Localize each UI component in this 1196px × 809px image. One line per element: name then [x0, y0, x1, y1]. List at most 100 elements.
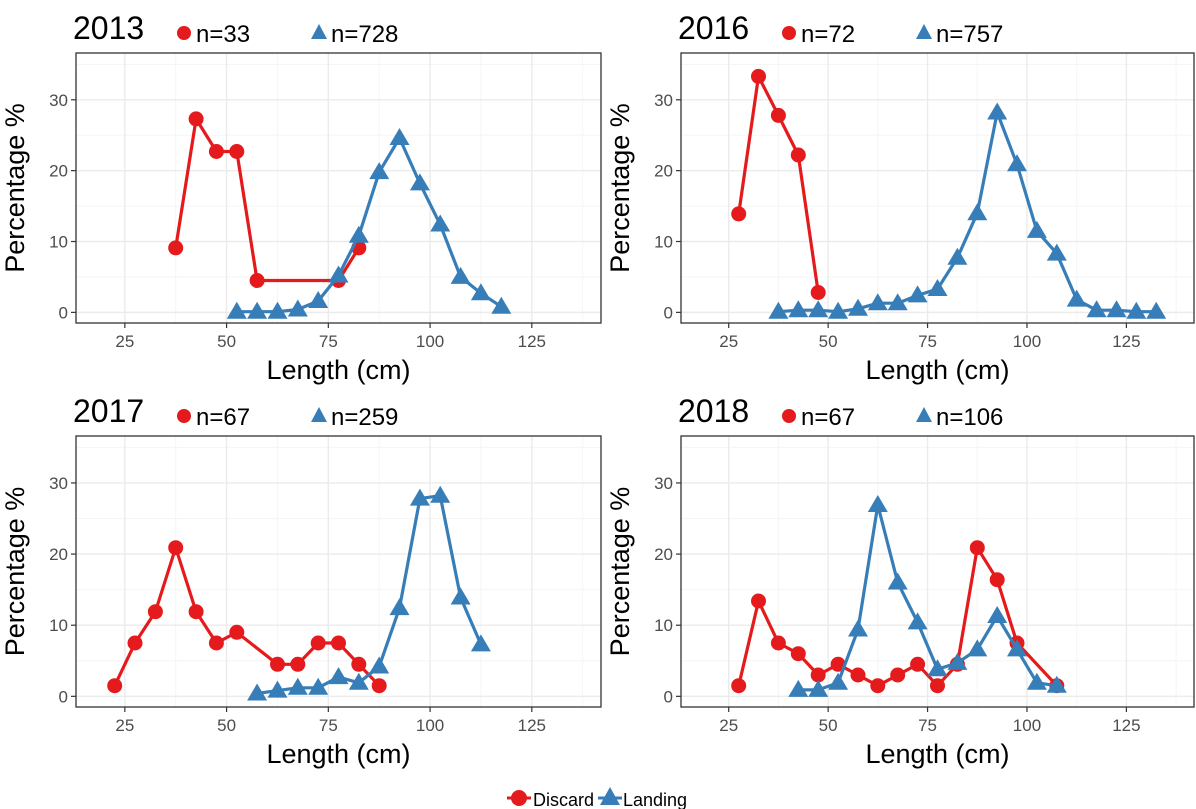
point-discard [910, 656, 926, 672]
point-discard [969, 540, 985, 556]
point-landing [287, 677, 308, 695]
point-landing [389, 598, 410, 616]
series-layer [107, 485, 491, 701]
point-landing [369, 656, 390, 674]
n-marker-landing [916, 407, 932, 422]
point-landing [867, 495, 888, 512]
panel-2016: 25 50 75 100 125 0 10 20 30 Length (cm) Percentage… [605, 10, 1195, 385]
point-landing [808, 300, 829, 318]
tick-label-y: 20 [49, 162, 68, 181]
legend-label-discard: Discard [533, 790, 594, 809]
point-landing [828, 301, 849, 319]
point-landing [247, 683, 268, 701]
panel-2018: 25 50 75 100 125 0 10 20 30 Length (cm) Percentage… [605, 393, 1195, 769]
point-landing [907, 612, 928, 630]
point-landing [1046, 243, 1067, 261]
n-label-discard: n=33 [196, 21, 250, 48]
panel-title: 2018 [678, 393, 749, 429]
series-layer [168, 111, 512, 319]
tick-label-y: 10 [49, 233, 68, 252]
point-discard [168, 540, 184, 556]
point-discard [188, 111, 204, 127]
tick-label-x: 100 [1013, 332, 1041, 351]
point-discard [310, 635, 326, 651]
n-label-landing: n=259 [331, 404, 398, 431]
point-discard [790, 646, 806, 662]
tick-label-y: 20 [49, 545, 68, 564]
point-discard [168, 240, 184, 256]
tick-label-x: 25 [719, 716, 738, 735]
point-landing [788, 679, 809, 697]
tick-label-y: 10 [49, 616, 68, 635]
point-landing [369, 162, 390, 180]
point-landing [470, 283, 491, 301]
point-discard [331, 635, 346, 651]
point-discard [751, 593, 766, 609]
point-discard [751, 68, 766, 84]
point-landing [768, 301, 789, 319]
point-discard [371, 678, 387, 694]
panel-2013: 25 50 75 100 125 0 10 20 30 Length (cm) Percentage… [0, 10, 602, 385]
point-landing [1007, 154, 1027, 172]
point-landing [1066, 289, 1087, 307]
tick-label-y: 30 [49, 91, 68, 110]
point-discard [208, 635, 224, 651]
point-landing [947, 652, 968, 670]
point-landing [1126, 301, 1147, 319]
tick-label-x: 100 [416, 332, 444, 351]
point-landing [491, 296, 512, 314]
n-marker-discard [782, 26, 796, 40]
tick-label-x: 75 [918, 332, 937, 351]
n-marker-discard [177, 409, 191, 423]
panel-title: 2013 [73, 10, 144, 46]
point-discard [208, 144, 224, 159]
point-landing [788, 300, 809, 318]
point-landing [987, 102, 1008, 120]
series-line-landing [798, 503, 1058, 692]
point-landing [848, 619, 868, 637]
tick-label-y: 10 [654, 616, 673, 635]
point-landing [267, 680, 288, 698]
point-discard [870, 678, 886, 694]
tick-label-y: 0 [664, 687, 673, 706]
tick-label-x: 25 [719, 332, 738, 351]
point-discard [351, 656, 367, 672]
point-landing [450, 266, 471, 284]
series-layer [731, 68, 1167, 319]
point-landing [1046, 675, 1067, 693]
point-landing [247, 301, 268, 319]
point-landing [828, 672, 849, 690]
point-landing [967, 639, 988, 657]
panel-title: 2017 [73, 393, 144, 429]
n-label-landing: n=728 [331, 21, 398, 48]
point-landing [348, 672, 369, 690]
tick-label-x: 25 [115, 332, 134, 351]
point-landing [430, 214, 451, 232]
point-discard [830, 656, 846, 672]
plot-border [680, 435, 1195, 708]
x-axis-title: Length (cm) [865, 355, 1009, 385]
point-landing [287, 299, 308, 317]
y-axis-title: Percentage % [605, 103, 635, 273]
point-landing [389, 128, 410, 145]
point-landing [887, 293, 908, 311]
n-marker-landing [311, 407, 327, 422]
point-landing [430, 485, 451, 503]
tick-label-y: 30 [654, 474, 673, 493]
point-landing [328, 265, 349, 283]
tick-label-y: 20 [654, 162, 673, 181]
point-landing [987, 606, 1008, 623]
point-landing [470, 634, 491, 652]
point-landing [927, 659, 948, 677]
point-discard [850, 667, 866, 683]
point-landing [967, 203, 988, 221]
tick-label-x: 100 [1013, 716, 1041, 735]
point-landing [409, 488, 430, 506]
legend-label-landing: Landing [623, 790, 687, 809]
point-discard [890, 667, 906, 683]
tick-label-x: 125 [518, 332, 546, 351]
point-discard [790, 147, 806, 163]
point-discard [989, 572, 1005, 588]
point-discard [810, 667, 826, 683]
